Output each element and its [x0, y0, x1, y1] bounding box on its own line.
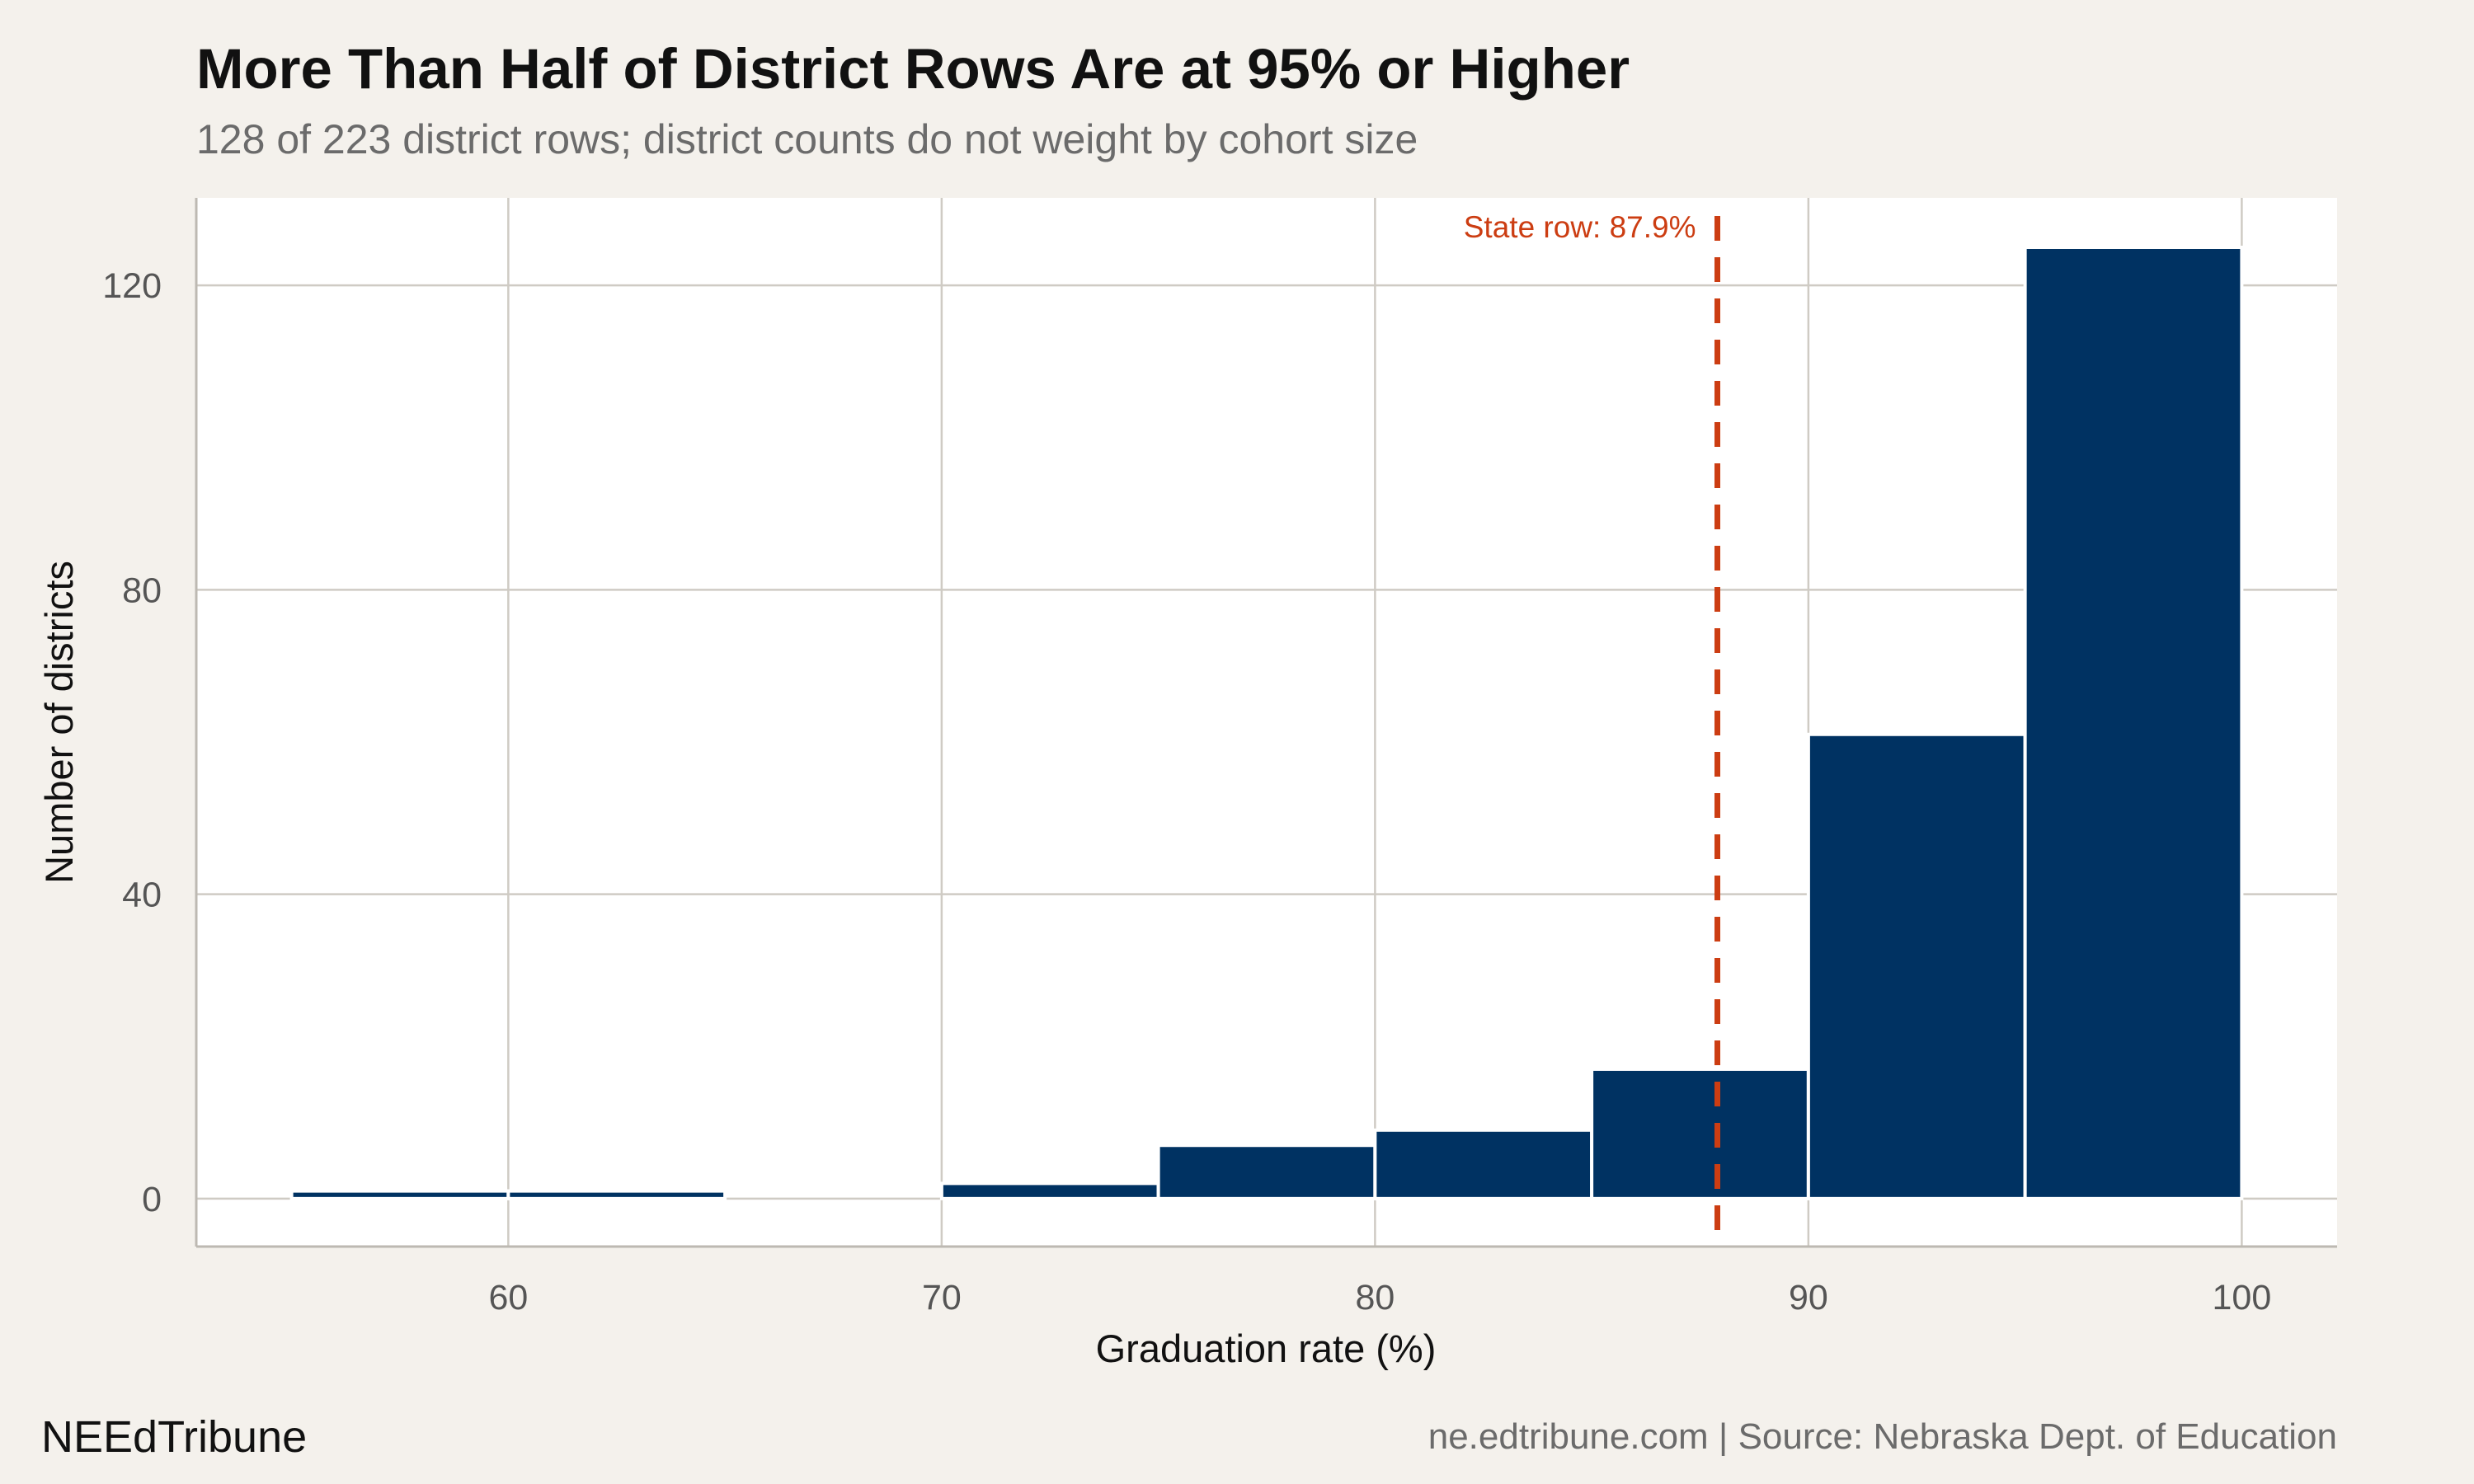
histogram-bar	[939, 1181, 1160, 1200]
chart-subtitle: 128 of 223 district rows; district count…	[196, 116, 1418, 162]
y-tick-label: 80	[122, 571, 162, 610]
histogram-bar	[1156, 1144, 1377, 1200]
y-tick-label: 40	[122, 876, 162, 915]
x-tick-label: 80	[1355, 1278, 1395, 1317]
x-axis-label: Graduation rate (%)	[1096, 1327, 1437, 1370]
brand-label: NEEdTribune	[41, 1412, 308, 1462]
source-credit: ne.edtribune.com | Source: Nebraska Dept…	[1427, 1416, 2337, 1457]
tick-labels: 60 70 80 90 100 0 40 80 120	[102, 266, 2271, 1317]
x-tick-label: 70	[922, 1278, 962, 1317]
axes	[195, 198, 2337, 1248]
histogram-bar	[289, 1189, 510, 1200]
histogram-bar	[1373, 1128, 1594, 1200]
histogram-bar	[2023, 246, 2244, 1200]
reference-line-group: State row: 87.9%	[1464, 210, 1721, 1247]
chart-title: More Than Half of District Rows Are at 9…	[196, 37, 1630, 101]
x-tick-label: 90	[1789, 1278, 1828, 1317]
histogram-bar	[1806, 732, 2027, 1200]
histogram-bars	[289, 246, 2244, 1200]
y-axis-label: Number of districts	[37, 561, 81, 884]
histogram-bar	[1590, 1067, 1810, 1200]
state-reference-label: State row: 87.9%	[1464, 210, 1696, 244]
histogram-bar	[506, 1189, 727, 1200]
x-tick-label: 60	[488, 1278, 528, 1317]
x-tick-label: 100	[2213, 1278, 2272, 1317]
y-tick-label: 0	[142, 1180, 162, 1219]
y-tick-label: 120	[102, 266, 162, 306]
